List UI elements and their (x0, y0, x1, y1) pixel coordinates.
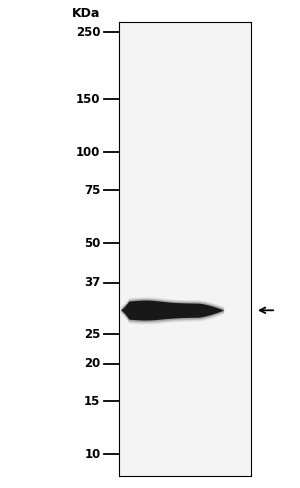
Text: 150: 150 (76, 93, 101, 105)
Polygon shape (121, 299, 224, 322)
Text: 20: 20 (84, 357, 101, 370)
Text: 15: 15 (84, 395, 101, 408)
Text: 25: 25 (84, 328, 101, 341)
Polygon shape (121, 299, 224, 323)
Text: 50: 50 (84, 237, 101, 250)
Text: 37: 37 (84, 276, 101, 289)
Polygon shape (121, 301, 224, 321)
Polygon shape (121, 297, 224, 325)
Text: 75: 75 (84, 183, 101, 197)
Text: 250: 250 (76, 25, 101, 39)
Text: KDa: KDa (72, 7, 100, 20)
Text: 100: 100 (76, 146, 100, 159)
Text: 10: 10 (84, 448, 101, 461)
